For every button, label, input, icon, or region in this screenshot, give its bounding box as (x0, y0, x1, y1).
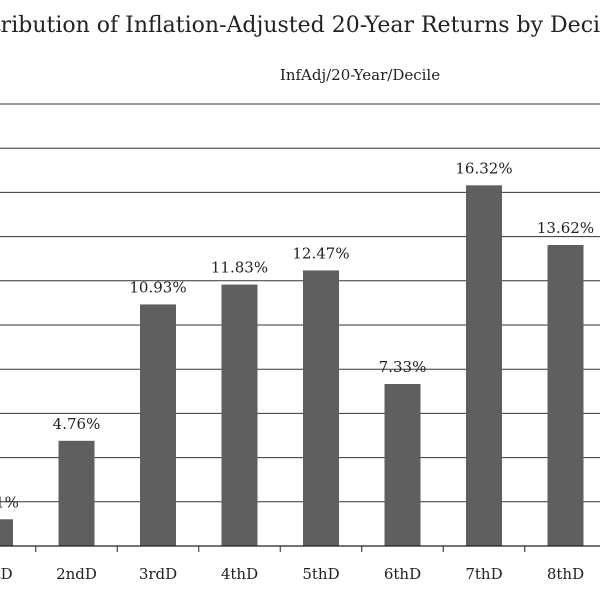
x-tick-label: 6thD (384, 565, 421, 583)
x-tick-label: 4thD (221, 565, 258, 583)
x-axis: 1stD 2ndD 3rdD 4thD 5thD 6thD 7thD 8thD (0, 545, 600, 583)
bar-4thD (221, 284, 258, 546)
x-tick-label: 8thD (547, 565, 584, 583)
x-tick-label: 5thD (302, 565, 339, 583)
x-tick-label: 3rdD (139, 565, 177, 583)
chart-subtitle: InfAdj/20-Year/Decile (280, 66, 440, 84)
bar-7thD (466, 185, 502, 546)
x-tick-label: 7thD (465, 565, 502, 583)
bar-5thD (303, 270, 339, 546)
chart-title: Distribution of Inflation-Adjusted 20-Ye… (0, 13, 600, 38)
bar-3rdD (140, 304, 176, 546)
value-label: 7.33% (379, 358, 427, 376)
bars (0, 185, 584, 547)
x-tick-label: 1stD (0, 565, 13, 583)
bar-6thD (384, 384, 421, 546)
value-label: 13.62% (537, 219, 594, 237)
value-label: 10.93% (129, 278, 186, 296)
value-labels: 1.21% 4.76% 10.93% 11.83% 12.47% 7.33% 16.32% 1… (0, 159, 594, 511)
bar-2ndD (58, 440, 95, 546)
value-label: 1.21% (0, 493, 19, 511)
value-label: 11.83% (211, 259, 268, 277)
value-label: 4.76% (53, 415, 101, 433)
bar-8thD (547, 244, 584, 547)
value-label: 16.32% (455, 159, 512, 177)
x-tick-label: 2ndD (56, 565, 97, 583)
bar-1stD (0, 519, 13, 546)
value-label: 12.47% (292, 244, 349, 262)
